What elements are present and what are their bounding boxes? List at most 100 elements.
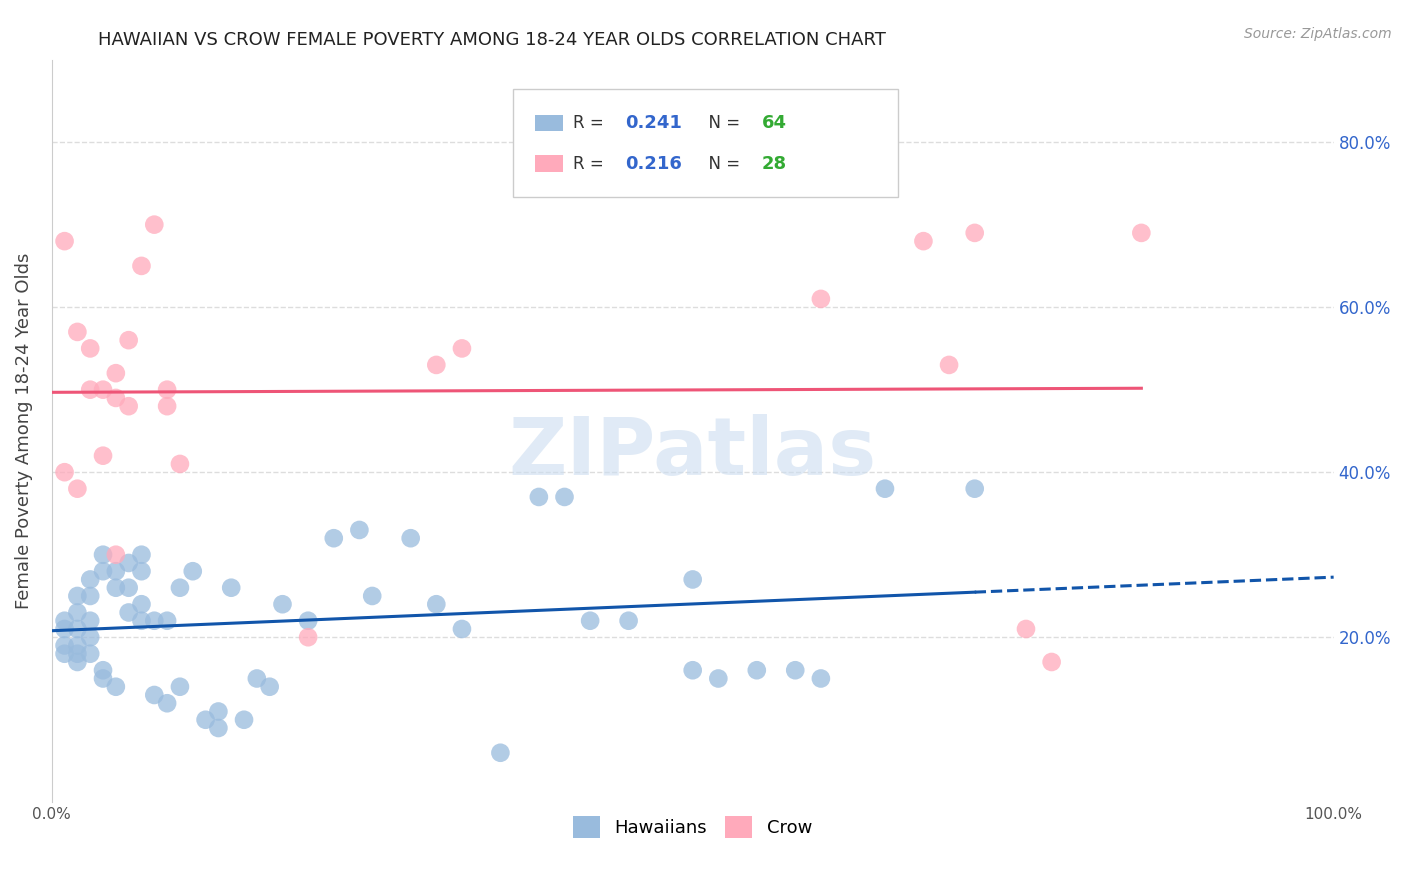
Point [53,647,76,661]
Text: 28: 28 [762,154,787,172]
Point [617,614,640,628]
Point [79,630,101,644]
Point [53,614,76,628]
Point [425,358,447,372]
Point [938,358,960,372]
Point [349,523,371,537]
Point [66,325,89,339]
Point [79,573,101,587]
Point [873,482,896,496]
Point [156,614,179,628]
Point [131,614,153,628]
Point [745,663,768,677]
Point [963,482,986,496]
Point [233,713,256,727]
Point [104,680,127,694]
Text: R =: R = [574,154,609,172]
Point [553,490,575,504]
Text: Source: ZipAtlas.com: Source: ZipAtlas.com [1244,27,1392,41]
Text: 0.216: 0.216 [624,154,682,172]
FancyBboxPatch shape [513,89,898,197]
Point [156,696,179,710]
Point [579,614,602,628]
Point [682,573,704,587]
Point [66,655,89,669]
Point [104,581,127,595]
Point [1130,226,1153,240]
Point [451,342,474,356]
Point [207,721,229,735]
Point [79,589,101,603]
Point [91,383,114,397]
Text: N =: N = [697,113,745,132]
Point [963,226,986,240]
Point [194,713,217,727]
Legend: Hawaiians, Crow: Hawaiians, Crow [567,809,820,846]
Point [297,630,319,644]
Point [682,663,704,677]
Point [207,705,229,719]
Point [322,531,344,545]
Point [425,597,447,611]
Point [912,234,935,248]
Point [527,490,550,504]
Point [707,672,730,686]
Point [118,556,141,570]
Point [91,449,114,463]
Point [451,622,474,636]
Point [143,218,166,232]
Point [104,564,127,578]
Point [118,581,141,595]
Point [259,680,281,694]
Point [53,622,76,636]
FancyBboxPatch shape [536,114,564,131]
Point [104,366,127,380]
Point [131,259,153,273]
FancyBboxPatch shape [536,155,564,172]
Text: 64: 64 [762,113,787,132]
Point [1040,655,1063,669]
Point [810,292,832,306]
Point [169,680,191,694]
Point [169,457,191,471]
Point [66,589,89,603]
Point [91,663,114,677]
Text: HAWAIIAN VS CROW FEMALE POVERTY AMONG 18-24 YEAR OLDS CORRELATION CHART: HAWAIIAN VS CROW FEMALE POVERTY AMONG 18… [98,31,886,49]
Point [66,482,89,496]
Point [53,639,76,653]
Point [297,614,319,628]
Point [79,614,101,628]
Point [91,548,114,562]
Point [489,746,512,760]
Point [169,581,191,595]
Point [118,333,141,347]
Text: 0.241: 0.241 [624,113,682,132]
Point [1015,622,1038,636]
Point [271,597,294,611]
Point [79,342,101,356]
Text: R =: R = [574,113,609,132]
Y-axis label: Female Poverty Among 18-24 Year Olds: Female Poverty Among 18-24 Year Olds [15,252,32,609]
Point [156,399,179,413]
Point [118,606,141,620]
Point [79,383,101,397]
Point [79,647,101,661]
Point [66,606,89,620]
Point [246,672,269,686]
Text: N =: N = [697,154,745,172]
Point [143,688,166,702]
Point [91,564,114,578]
Point [53,465,76,479]
Point [181,564,204,578]
Point [131,597,153,611]
Point [361,589,384,603]
Point [143,614,166,628]
Point [91,672,114,686]
Point [104,391,127,405]
Point [399,531,422,545]
Point [131,564,153,578]
Text: ZIPatlas: ZIPatlas [509,414,877,492]
Point [785,663,807,677]
Point [131,548,153,562]
Point [104,548,127,562]
